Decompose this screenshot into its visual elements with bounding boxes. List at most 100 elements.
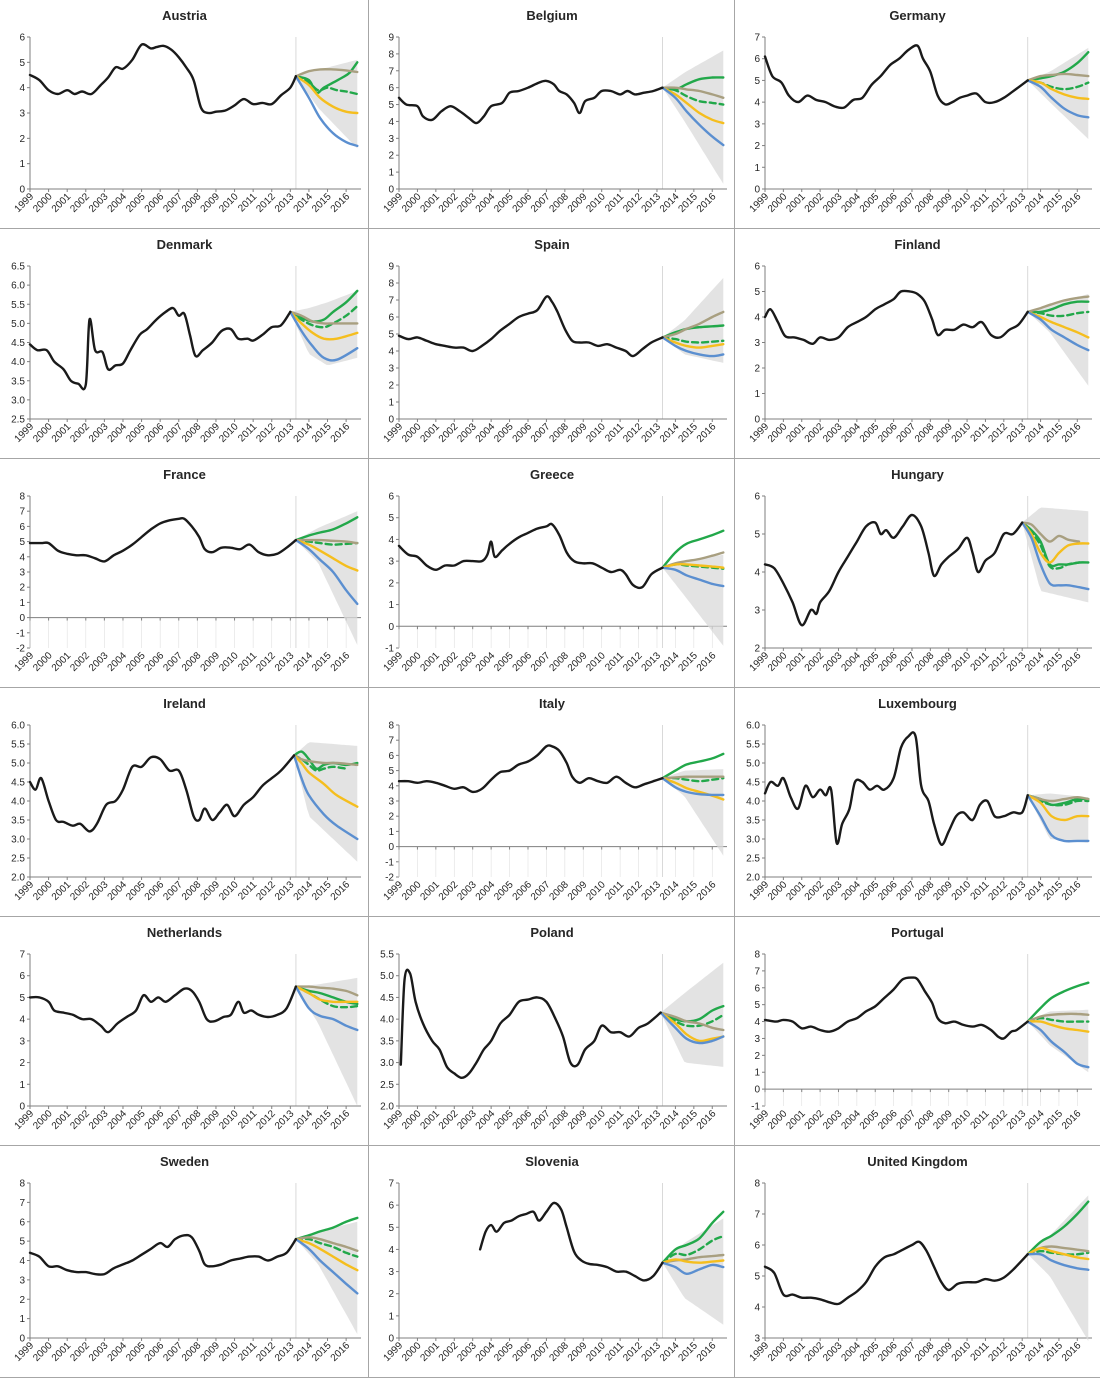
y-tick-label: 8 — [754, 950, 760, 961]
y-tick-label: 7 — [754, 33, 760, 44]
chart-panel-greece: Greece -1 0 1 2 3 4 5 6 1999 2000 2001 2002 2003 2004 2… — [369, 459, 735, 688]
y-tick-label: 2.5 — [11, 415, 25, 426]
x-tick-label: 2008 — [913, 421, 937, 445]
x-tick-label: 2011 — [969, 650, 992, 673]
y-tick-label: 2 — [388, 812, 394, 823]
scenario-line-2 — [659, 1011, 725, 1028]
y-tick-label: 3.0 — [746, 835, 760, 846]
x-tick-label: 2008 — [913, 1340, 937, 1364]
y-tick-label: 4 — [19, 1015, 25, 1026]
x-tick-label: 2007 — [529, 879, 553, 903]
x-tick-label: 2002 — [437, 421, 461, 445]
scenario-line-1 — [661, 324, 725, 339]
y-tick-label: 8 — [754, 1179, 760, 1190]
x-tick-label: 2015 — [1042, 650, 1066, 674]
y-tick-label: 2 — [19, 583, 25, 594]
x-tick-label: 2011 — [969, 1108, 992, 1131]
x-tick-label: 2016 — [1060, 191, 1084, 215]
scenario-line-4 — [1026, 1246, 1090, 1261]
y-tick-label: 1 — [388, 1311, 394, 1322]
x-tick-label: 2011 — [603, 1340, 626, 1363]
x-tick-label: 2010 — [584, 879, 608, 903]
x-tick-label: 2005 — [492, 1340, 516, 1364]
x-tick-label: 2000 — [31, 879, 55, 903]
x-tick-label: 2014 — [1023, 1340, 1047, 1364]
y-tick-label: 4 — [754, 1017, 760, 1028]
x-tick-label: 2007 — [161, 650, 185, 674]
x-tick-label: 2004 — [106, 191, 130, 215]
x-tick-label: 2001 — [784, 1108, 808, 1132]
x-tick-label: 2008 — [913, 879, 937, 903]
x-tick-label: 2008 — [913, 191, 937, 215]
scenario-line-4 — [294, 75, 359, 115]
y-tick-label: 2 — [388, 381, 394, 392]
x-tick-label: 2013 — [1005, 1340, 1029, 1364]
y-tick-label: 7 — [754, 1210, 760, 1221]
x-tick-label: 2011 — [969, 421, 992, 444]
y-tick-label: 5.0 — [746, 759, 760, 770]
y-tick-label: -1 — [385, 644, 394, 655]
scenario-line-4 — [292, 754, 359, 808]
y-tick-label: 5 — [19, 537, 25, 548]
y-tick-label: 3 — [388, 134, 394, 145]
history-line — [397, 295, 664, 358]
y-tick-label: 5.5 — [746, 740, 760, 751]
x-tick-label: 2010 — [950, 650, 974, 674]
x-tick-label: 2000 — [766, 191, 790, 215]
history-line — [28, 1233, 298, 1276]
x-tick-label: 2003 — [455, 421, 479, 445]
y-tick-label: 6 — [754, 1241, 760, 1252]
x-tick-label: 2008 — [180, 1340, 204, 1364]
x-tick-label: 2002 — [437, 1340, 461, 1364]
x-tick-label: 2015 — [676, 1340, 700, 1364]
x-tick-label: 2011 — [236, 650, 259, 673]
y-tick-label: 3.5 — [746, 816, 760, 827]
x-tick-label: 2003 — [821, 421, 845, 445]
y-tick-label: 2 — [388, 1289, 394, 1300]
x-tick-label: 2001 — [418, 879, 442, 903]
x-tick-label: 2002 — [68, 1340, 92, 1364]
chart-panel-portugal: Portugal -1 0 1 2 3 4 5 6 7 8 1999 2000 2001 2002 2003 2… — [735, 917, 1100, 1146]
scenario-line-5 — [659, 1011, 725, 1045]
x-tick-label: 2015 — [310, 879, 334, 903]
x-tick-label: 2016 — [695, 421, 719, 445]
y-tick-label: 6 — [19, 1217, 25, 1228]
y-tick-label: 0 — [754, 415, 760, 426]
y-tick-label: 4 — [754, 98, 760, 109]
y-tick-label: 3 — [754, 338, 760, 349]
y-tick-label: 5.0 — [11, 759, 25, 770]
x-tick-label: 2008 — [913, 650, 937, 674]
x-tick-label: 2006 — [143, 421, 167, 445]
x-tick-label: 2005 — [124, 650, 148, 674]
x-tick-label: 2015 — [1042, 191, 1066, 215]
x-tick-label: 2002 — [803, 421, 827, 445]
x-tick-label: 2002 — [803, 879, 827, 903]
x-tick-label: 2007 — [895, 421, 919, 445]
y-tick-label: 4 — [388, 781, 394, 792]
x-tick-label: 2001 — [418, 421, 442, 445]
scenario-line-5 — [294, 538, 359, 606]
scenario-line-5 — [294, 985, 359, 1032]
x-tick-label: 2011 — [236, 1340, 259, 1363]
y-tick-label: -2 — [385, 873, 394, 884]
y-tick-label: 7 — [19, 507, 25, 518]
y-tick-label: 2 — [19, 1058, 25, 1069]
chart-panel-belgium: Belgium 0 1 2 3 4 5 6 7 8 9 1999 2000 2001 2002 2003 200… — [369, 0, 735, 229]
x-tick-label: 2005 — [492, 191, 516, 215]
scenario-line-4 — [294, 985, 359, 1004]
y-tick-label: 8 — [388, 721, 394, 732]
x-tick-label: 2009 — [931, 650, 955, 674]
x-tick-label: 2015 — [676, 191, 700, 215]
x-tick-label: 2005 — [858, 421, 882, 445]
y-tick-label: 9 — [388, 33, 394, 44]
x-tick-label: 2000 — [31, 650, 55, 674]
x-tick-label: 1999 — [382, 421, 406, 445]
x-tick-label: 1999 — [748, 421, 772, 445]
x-tick-label: 2005 — [492, 421, 516, 445]
x-tick-label: 2001 — [50, 879, 74, 903]
x-tick-label: 2001 — [418, 191, 442, 215]
scenario-line-3 — [289, 310, 359, 325]
x-tick-label: 2006 — [511, 1108, 535, 1132]
x-tick-label: 2012 — [254, 191, 278, 215]
y-tick-label: 5 — [19, 58, 25, 69]
